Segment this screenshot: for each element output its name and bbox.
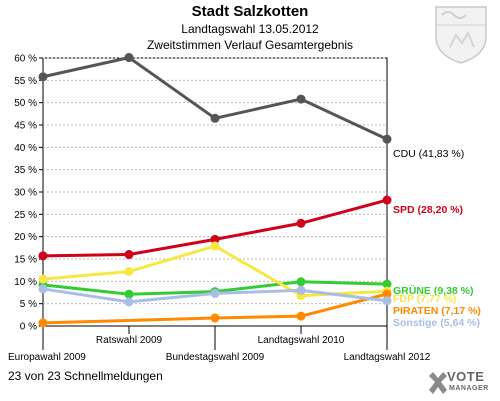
y-tick-label: 30 %: [14, 188, 37, 199]
data-point-sonstige: [296, 285, 306, 295]
data-point-spd: [296, 218, 306, 228]
data-point-sonstige: [382, 296, 392, 306]
y-tick-label: 35 %: [14, 165, 37, 176]
series-label-spd: SPD (28,20 %): [393, 204, 463, 216]
chart-subtitle-election: Landtagswahl 13.05.2012: [181, 22, 319, 36]
logo-text: VOTE: [447, 369, 485, 384]
data-point-cdu: [38, 72, 48, 82]
vote-check-icon: [429, 372, 447, 394]
report-status: 23 von 23 Schnellmeldungen: [8, 369, 163, 383]
data-point-fdp: [38, 274, 48, 284]
series-line-piraten: [42, 292, 388, 325]
series-label-piraten: PIRATEN (7,17 %): [393, 305, 481, 317]
data-point-cdu: [124, 53, 134, 63]
y-tick-label: 25 %: [14, 210, 37, 221]
y-tick-label: 15 %: [14, 255, 37, 266]
data-point-sonstige: [124, 297, 134, 307]
y-tick-label: 0 %: [20, 322, 37, 333]
series-label-cdu: CDU (41,83 %): [393, 148, 464, 160]
vote-manager-logo: VOTE MANAGER: [427, 368, 497, 398]
x-tick-label: Landtagswahl 2012: [344, 352, 431, 363]
y-tick-label: 20 %: [14, 232, 37, 243]
data-point-fdp: [210, 241, 220, 251]
data-point-sonstige: [38, 284, 48, 294]
data-point-spd: [38, 251, 48, 261]
coat-of-arms-icon: [435, 6, 487, 64]
data-point-piraten: [210, 313, 220, 323]
series-label-sonstige: Sonstige (5,64 %): [393, 317, 480, 329]
x-tick-label: Landtagswahl 2010: [258, 335, 345, 346]
y-tick-label: 45 %: [14, 121, 37, 132]
data-point-piraten: [382, 289, 392, 299]
data-point-sonstige: [210, 288, 220, 298]
data-point-fdp: [124, 267, 134, 277]
y-tick-label: 10 %: [14, 277, 37, 288]
data-point-piraten: [296, 311, 306, 321]
data-point-cdu: [296, 94, 306, 104]
data-point-grüne: [124, 289, 134, 299]
data-point-spd: [124, 250, 134, 260]
data-point-cdu: [382, 134, 392, 144]
series-label-fdp: FDP (7,77 %): [393, 293, 456, 305]
series-label-grüne: GRÜNE (9,38 %): [393, 284, 474, 297]
data-point-cdu: [210, 113, 220, 123]
chart-title: Stadt Salzkotten: [191, 3, 309, 20]
y-tick-label: 55 %: [14, 76, 37, 87]
x-tick-label: Bundestagswahl 2009: [166, 352, 265, 363]
data-point-piraten: [38, 318, 48, 328]
data-point-spd: [210, 234, 220, 244]
x-tick-label: Ratswahl 2009: [96, 335, 163, 346]
data-point-grüne: [382, 279, 392, 289]
chart-subtitle-description: Zweitstimmen Verlauf Gesamtergebnis: [146, 38, 354, 52]
logo-subtext: MANAGER: [449, 385, 489, 392]
y-tick-label: 50 %: [14, 98, 37, 109]
y-tick-label: 40 %: [14, 143, 37, 154]
x-tick-label: Europawahl 2009: [8, 352, 86, 363]
y-tick-label: 5 %: [20, 299, 37, 310]
y-tick-label: 60 %: [14, 54, 37, 65]
data-point-grüne: [296, 277, 306, 287]
data-point-spd: [382, 195, 392, 205]
